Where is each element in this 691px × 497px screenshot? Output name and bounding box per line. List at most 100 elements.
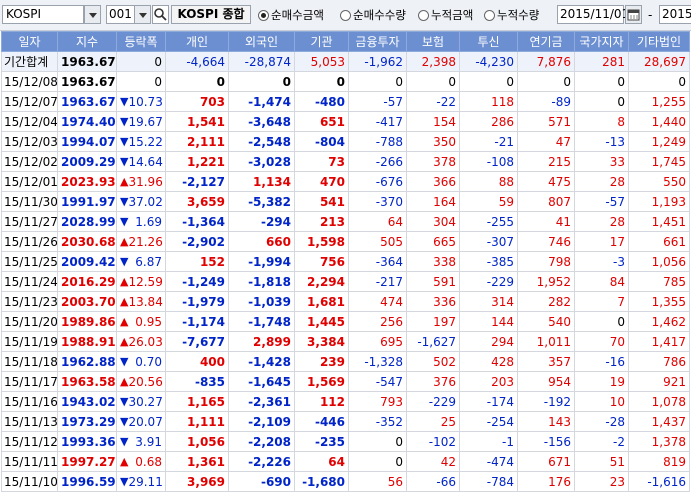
value-cell: -1,328: [348, 351, 407, 372]
table-row[interactable]: 15/11/20 1989.86 ▲ 0.95 -1,174 -1,748 1,445 256…: [1, 311, 690, 332]
table-row[interactable]: 15/11/16 1943.02 ▼ 30.27 1,165 -2,361 112 793 -2…: [1, 391, 690, 412]
index-cell: 1963.58: [57, 371, 117, 392]
column-header[interactable]: 국가지자: [574, 31, 629, 52]
table-row[interactable]: 15/12/03 1994.07 ▼ 15.22 2,111 -2,548 -804 -788…: [1, 131, 690, 152]
value-cell: -217: [348, 271, 407, 292]
value-cell: 378: [406, 151, 460, 172]
change-value: 10.73: [128, 94, 163, 109]
value-cell: -1,616: [628, 471, 690, 492]
table-row[interactable]: 15/11/27 2028.99 ▼ 1.69 -1,364 -294 213 64 304 -2…: [1, 211, 690, 232]
down-arrow-icon: ▼: [120, 155, 129, 168]
table-row[interactable]: 15/11/12 1993.36 ▼ 3.91 1,056 -2,208 -235 0 -102…: [1, 431, 690, 452]
value-cell: -7,677: [165, 331, 229, 352]
value-cell: 0: [348, 431, 407, 452]
value-cell: -1,962: [348, 51, 407, 72]
value-cell: -174: [459, 391, 518, 412]
value-cell: 819: [628, 451, 690, 472]
table-row[interactable]: 15/11/30 1991.97 ▼ 37.02 3,659 -5,382 541 -370 1…: [1, 191, 690, 212]
search-button[interactable]: [152, 5, 169, 24]
table-row[interactable]: 15/12/02 2009.29 ▼ 14.64 1,221 -3,028 73 -266 37…: [1, 151, 690, 172]
value-cell: 338: [406, 251, 460, 272]
value-cell: 64: [294, 451, 349, 472]
table-row[interactable]: 15/11/19 1988.91 ▲ 26.03 -7,677 2,899 3,384 695…: [1, 331, 690, 352]
change-cell: ▼ 19.67: [116, 111, 166, 132]
column-header[interactable]: 등락폭: [116, 31, 166, 52]
value-cell: -3: [574, 251, 629, 272]
radio-net-buy-qty[interactable]: 순매수수량: [340, 7, 406, 23]
column-header[interactable]: 일자: [1, 31, 58, 52]
value-cell: -192: [517, 391, 575, 412]
date-from-calendar-button[interactable]: [625, 5, 642, 24]
column-header[interactable]: 개인: [165, 31, 229, 52]
column-header[interactable]: 금융투자: [348, 31, 407, 52]
index-cell: 1994.07: [57, 131, 117, 152]
radio-label: 누적수량: [497, 8, 540, 22]
down-arrow-icon: ▼: [120, 395, 129, 408]
table-row[interactable]: 15/11/26 2030.68 ▲ 21.26 -2,902 660 1,598 505 66…: [1, 231, 690, 252]
value-cell: 1,056: [165, 431, 229, 452]
market-dropdown-button[interactable]: [84, 5, 101, 24]
table-row[interactable]: 15/12/01 2023.93 ▲ 31.96 -2,127 1,134 470 -676 3…: [1, 171, 690, 192]
date-to-input[interactable]: 2015: [659, 5, 691, 24]
column-header[interactable]: 기타법인: [628, 31, 690, 52]
change-value: 19.67: [128, 114, 163, 129]
date-cell: 15/11/25: [1, 251, 58, 272]
radio-net-buy-amount[interactable]: 순매수금액: [258, 7, 324, 23]
market-select[interactable]: KOSPI: [2, 5, 84, 24]
table-row[interactable]: 15/11/17 1963.58 ▲ 20.56 -835 -1,645 1,569 -547…: [1, 371, 690, 392]
change-value: 0.68: [135, 454, 162, 469]
index-cell: 1963.67: [57, 71, 117, 92]
radio-cum-amount[interactable]: 누적금액: [418, 7, 473, 23]
table-row[interactable]: 15/11/23 2003.70 ▲ 13.84 -1,979 -1,039 1,681 47…: [1, 291, 690, 312]
calendar-icon: [627, 9, 640, 21]
table-row[interactable]: 15/12/07 1963.67 ▼ 10.73 703 -1,474 -480 -57 -22…: [1, 91, 690, 112]
change-cell: ▼ 20.07: [116, 411, 166, 432]
column-header[interactable]: 기관: [294, 31, 349, 52]
change-cell: ▲ 31.96: [116, 171, 166, 192]
column-header[interactable]: 보험: [406, 31, 460, 52]
table-row[interactable]: 15/11/24 2016.29 ▲ 12.59 -1,249 -1,818 2,294 -2…: [1, 271, 690, 292]
change-cell: ▼ 14.64: [116, 151, 166, 172]
value-cell: -690: [228, 471, 295, 492]
value-cell: 59: [459, 191, 518, 212]
value-cell: -480: [294, 91, 349, 112]
table-row[interactable]: 15/11/18 1962.88 ▼ 0.70 400 -1,428 239 -1,328 50…: [1, 351, 690, 372]
date-from-input[interactable]: 2015/11/01: [557, 5, 629, 24]
radio-label: 누적금액: [431, 8, 474, 22]
value-cell: -370: [348, 191, 407, 212]
summary-row[interactable]: 기간합계 1963.67 0 -4,664 -28,874 5,053 -1,962 2,39…: [1, 51, 690, 72]
table-row[interactable]: 15/12/04 1974.40 ▼ 19.67 1,541 -3,648 651 -417 1…: [1, 111, 690, 132]
column-header[interactable]: 연기금: [517, 31, 575, 52]
change-cell: ▼ 0.70: [116, 351, 166, 372]
index-cell: 2009.42: [57, 251, 117, 272]
value-cell: -2,127: [165, 171, 229, 192]
table-row[interactable]: 15/12/08 1963.67 0 0 0 0 0 0 0 0 0 0: [1, 71, 690, 92]
table-row[interactable]: 15/11/11 1997.27 ▲ 0.68 1,361 -2,226 64 0 42 -474…: [1, 451, 690, 472]
code-dropdown-button[interactable]: [134, 5, 151, 24]
column-header[interactable]: 지수: [57, 31, 117, 52]
table-row[interactable]: 15/11/10 1996.59 ▼ 29.11 3,969 -690 -1,680 56 -6…: [1, 471, 690, 492]
code-input[interactable]: 001: [106, 5, 136, 24]
change-cell: ▲ 0.95: [116, 311, 166, 332]
value-cell: 2,111: [165, 131, 229, 152]
table-row[interactable]: 15/11/13 1973.29 ▼ 20.07 1,111 -2,109 -446 -352…: [1, 411, 690, 432]
table-row[interactable]: 15/11/25 2009.42 ▼ 6.87 152 -1,994 756 -364 338-…: [1, 251, 690, 272]
value-cell: 197: [406, 311, 460, 332]
radio-cum-qty[interactable]: 누적수량: [484, 7, 539, 23]
value-cell: 8: [574, 111, 629, 132]
value-cell: 954: [517, 371, 575, 392]
value-cell: -266: [348, 151, 407, 172]
investor-trading-table: 일자 지수 등락폭 개인 외국인 기관 금융투자 보험 투신 연기금 국가지자 기타법인 기간합계 19…: [1, 31, 690, 492]
value-cell: 3,969: [165, 471, 229, 492]
column-header[interactable]: 외국인: [228, 31, 295, 52]
change-value: 14.64: [128, 154, 163, 169]
date-cell: 15/12/04: [1, 111, 58, 132]
value-cell: -804: [294, 131, 349, 152]
value-cell: -1,645: [228, 371, 295, 392]
value-cell: 3,659: [165, 191, 229, 212]
change-value: 26.03: [128, 334, 163, 349]
value-cell: 1,361: [165, 451, 229, 472]
change-wrap: ▼ 20.07: [120, 415, 163, 429]
date-cell: 15/11/18: [1, 351, 58, 372]
column-header[interactable]: 투신: [459, 31, 518, 52]
